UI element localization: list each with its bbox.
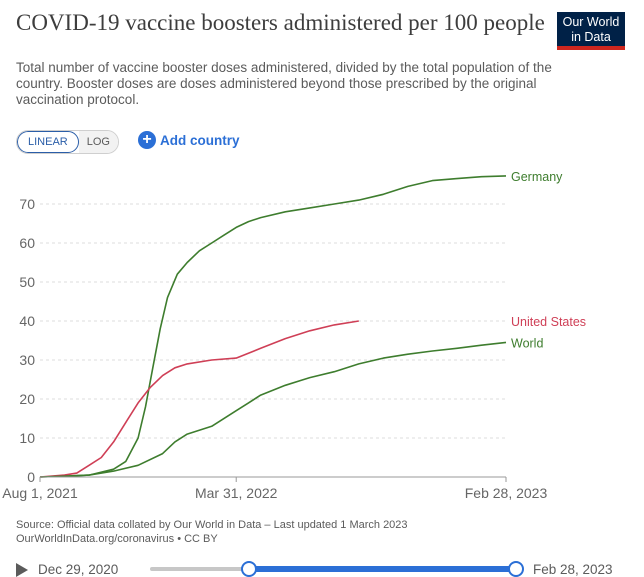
play-icon[interactable] xyxy=(16,563,28,577)
source-line-1: Source: Official data collated by Our Wo… xyxy=(16,519,408,531)
series-label-world: World xyxy=(511,336,543,350)
x-tick-label-2: Feb 28, 2023 xyxy=(465,485,548,501)
y-tick-label-0: 0 xyxy=(27,469,35,485)
y-tick-label-40: 40 xyxy=(19,313,35,329)
series-layer xyxy=(39,175,507,478)
line-chart: 0 10 20 30 40 50 60 70 Aug 1, 2021 Mar 31, 2022 F… xyxy=(2,170,586,501)
y-tick-label-30: 30 xyxy=(19,352,35,368)
y-tick-label-10: 10 xyxy=(19,430,35,446)
grid-layer: 0 10 20 30 40 50 60 70 xyxy=(19,196,506,485)
y-tick-label-60: 60 xyxy=(19,235,35,251)
series-label-germany: Germany xyxy=(511,170,563,184)
source-line-2: OurWorldInData.org/coronavirus • CC BY xyxy=(16,533,218,545)
timeline-end-label: Feb 28, 2023 xyxy=(533,562,613,577)
plus-circle-icon: + xyxy=(138,131,156,149)
x-tick-label-1: Mar 31, 2022 xyxy=(195,485,278,501)
y-tick-label-50: 50 xyxy=(19,274,35,290)
y-tick-label-70: 70 xyxy=(19,196,35,212)
x-tick-label-0: Aug 1, 2021 xyxy=(2,485,78,501)
series-line-united-states xyxy=(39,320,359,478)
timeline-end-handle[interactable] xyxy=(508,561,524,577)
timeline-start-handle[interactable] xyxy=(241,561,257,577)
timeline-slider: Dec 29, 2020 Feb 28, 2023 xyxy=(0,558,644,577)
x-axis: Aug 1, 2021 Mar 31, 2022 Feb 28, 2023 xyxy=(2,476,548,501)
add-country-button[interactable]: + Add country xyxy=(138,130,240,150)
scale-toggle: LINEAR LOG xyxy=(16,130,119,154)
logo-line-1: Our World xyxy=(562,15,620,29)
series-label-united-states: United States xyxy=(511,315,586,329)
chart-title: COVID-19 vaccine boosters administered p… xyxy=(16,10,545,35)
owid-logo[interactable]: Our World in Data xyxy=(557,12,625,50)
series-line-world xyxy=(39,341,507,478)
chart-subtitle: Total number of vaccine booster doses ad… xyxy=(16,60,552,107)
timeline-selected-range xyxy=(249,566,516,572)
logo-line-2: in Data xyxy=(571,30,611,44)
add-country-label: Add country xyxy=(160,132,240,148)
source-note: Source: Official data collated by Our Wo… xyxy=(16,518,408,546)
linear-scale-button[interactable]: LINEAR xyxy=(17,131,79,153)
series-line-germany xyxy=(39,175,507,478)
y-tick-label-20: 20 xyxy=(19,391,35,407)
timeline-start-label: Dec 29, 2020 xyxy=(38,562,119,577)
series-labels: Germany United States World xyxy=(511,170,586,351)
log-scale-button[interactable]: LOG xyxy=(78,131,118,153)
